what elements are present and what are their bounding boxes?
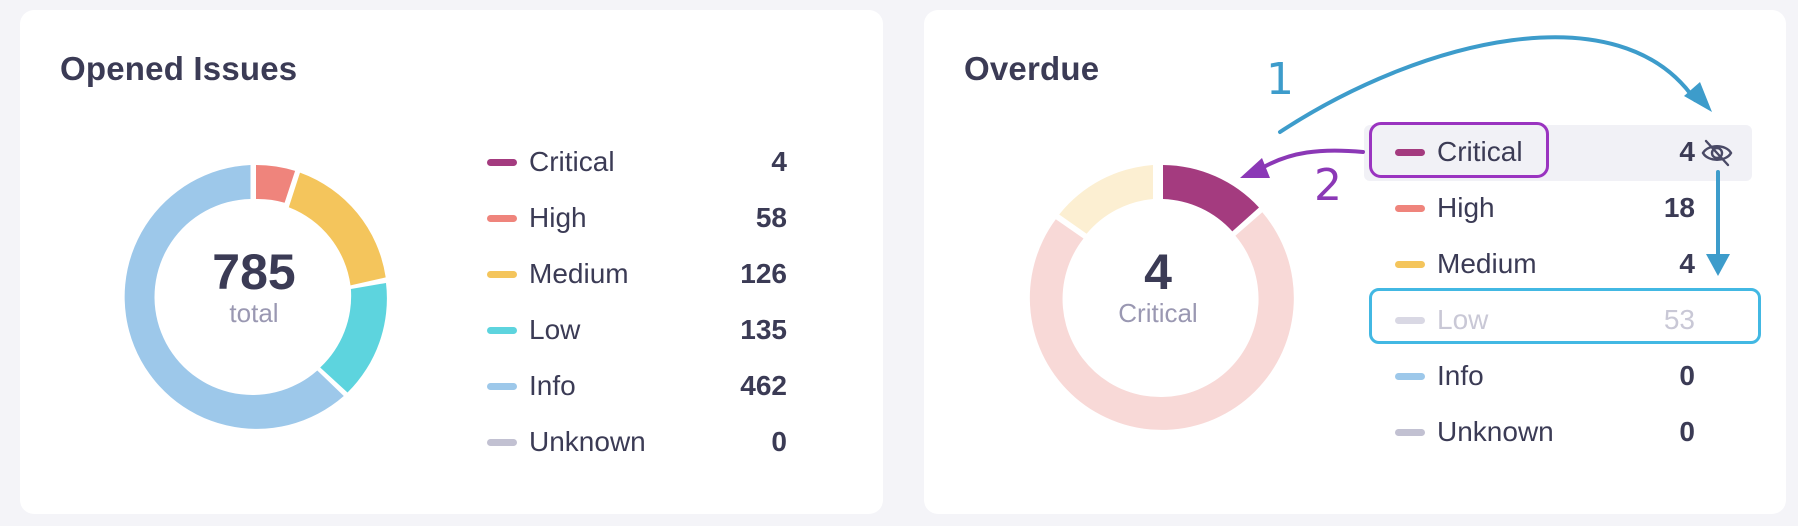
critical-row-highlight-box: [1369, 122, 1549, 178]
overdue-legend: Critical 4 High 18 Medium 4 Low 53 Info …: [1389, 124, 1695, 460]
eye-off-icon[interactable]: [1700, 138, 1734, 168]
legend-item-high[interactable]: High 18: [1389, 180, 1695, 236]
legend-item-info[interactable]: Info 0: [1389, 348, 1695, 404]
opened-issues-total-label: total: [229, 298, 279, 328]
overdue-selected-label: Critical: [1118, 298, 1198, 328]
legend-label: Low: [1437, 304, 1489, 335]
legend-swatch-high: [487, 215, 517, 222]
opened-issues-title: Opened Issues: [60, 50, 298, 87]
legend-value: 0: [1679, 360, 1695, 391]
legend-item-high[interactable]: High 58: [481, 190, 787, 246]
legend-label: High: [1437, 192, 1495, 223]
legend-swatch-info: [487, 383, 517, 390]
legend-item-info[interactable]: Info 462: [481, 358, 787, 414]
legend-item-unknown[interactable]: Unknown 0: [1389, 404, 1695, 460]
legend-label: Low: [529, 314, 581, 345]
opened-issues-card: Opened Issues 785 total Critical 4 High …: [20, 10, 883, 514]
low-row-highlight-box: [1369, 288, 1761, 344]
legend-value: 0: [1679, 416, 1695, 447]
overdue-donut-center: 4 Critical: [1058, 246, 1258, 328]
donut-segment-low[interactable]: [320, 283, 387, 393]
opened-issues-donut-chart: [124, 164, 387, 429]
annotation-step-1: 1: [1266, 54, 1294, 105]
legend-swatch-low: [1395, 317, 1425, 324]
opened-issues-donut-center: 785 total: [154, 246, 354, 328]
legend-value: 18: [1663, 192, 1695, 223]
legend-swatch-high: [1395, 205, 1425, 212]
legend-value: 58: [755, 202, 787, 233]
opened-issues-legend: Critical 4 High 58 Medium 126 Low 135 In…: [481, 134, 787, 470]
legend-swatch-critical: [487, 159, 517, 166]
legend-swatch-medium: [1395, 261, 1425, 268]
legend-value: 53: [1663, 304, 1695, 335]
donut-segment-high[interactable]: [256, 164, 296, 203]
legend-label: Medium: [1437, 248, 1537, 279]
legend-label: Unknown: [1437, 416, 1554, 447]
overdue-title: Overdue: [964, 50, 1100, 87]
legend-swatch-unknown: [487, 439, 517, 446]
legend-item-low[interactable]: Low 135: [481, 302, 787, 358]
legend-item-unknown[interactable]: Unknown 0: [481, 414, 787, 470]
opened-issues-total-value: 785: [212, 244, 296, 300]
legend-swatch-unknown: [1395, 429, 1425, 436]
legend-value: 462: [740, 370, 787, 401]
legend-swatch-medium: [487, 271, 517, 278]
legend-swatch-info: [1395, 373, 1425, 380]
legend-item-low[interactable]: Low 53: [1389, 292, 1695, 348]
overdue-donut-chart: [1029, 165, 1294, 430]
legend-row-hover-background: [1364, 125, 1752, 181]
donut-segment-info[interactable]: [124, 165, 344, 429]
legend-value: 4: [1679, 248, 1695, 279]
annotation-step-2: 2: [1314, 160, 1342, 211]
legend-label: Info: [529, 370, 576, 401]
donut-segment-medium[interactable]: [288, 172, 386, 286]
overdue-selected-value: 4: [1144, 244, 1172, 300]
legend-value: 135: [740, 314, 787, 345]
legend-swatch-low: [487, 327, 517, 334]
legend-value: 4: [1679, 136, 1695, 167]
donut-segment-critical[interactable]: [1163, 165, 1259, 232]
legend-item-medium[interactable]: Medium 4: [1389, 236, 1695, 292]
donut-segment-high[interactable]: [1029, 212, 1294, 430]
legend-item-medium[interactable]: Medium 126: [481, 246, 787, 302]
donut-segment-medium[interactable]: [1059, 165, 1153, 234]
legend-item-critical[interactable]: Critical 4: [1389, 124, 1695, 180]
legend-swatch-critical: [1395, 149, 1425, 156]
legend-label: Unknown: [529, 426, 646, 457]
legend-value: 0: [771, 426, 787, 457]
legend-label: Critical: [1437, 136, 1523, 167]
legend-value: 126: [740, 258, 787, 289]
legend-label: High: [529, 202, 587, 233]
legend-value: 4: [771, 146, 787, 177]
legend-item-critical[interactable]: Critical 4: [481, 134, 787, 190]
legend-label: Info: [1437, 360, 1484, 391]
legend-label: Critical: [529, 146, 615, 177]
legend-label: Medium: [529, 258, 629, 289]
